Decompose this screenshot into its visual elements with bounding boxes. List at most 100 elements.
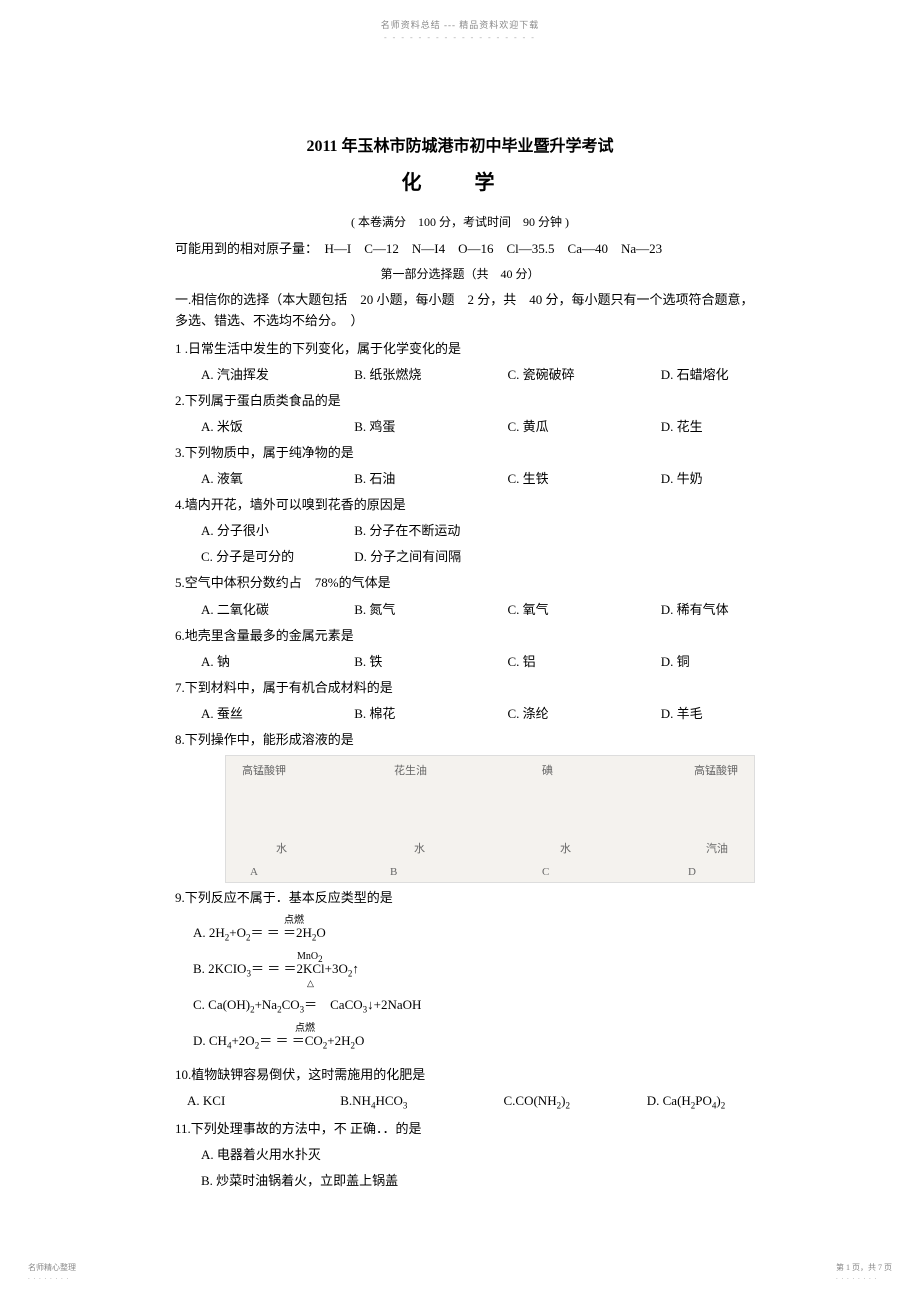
q2-opt-b: B. 鸡蛋 (354, 416, 504, 438)
q-text: 下列物质中，属于纯净物的是 (185, 445, 354, 460)
footer-right: 第 1 页，共 7 页 . . . . . . . . (836, 1262, 892, 1281)
q-text: 下列反应不属于．基本反应类型的是 (185, 890, 393, 905)
question-7: 7.下到材料中，属于有机合成材料的是 (165, 677, 755, 699)
q1-opt-d: D. 石蜡熔化 (661, 364, 729, 386)
q-text: 下列处理事故的方法中，不 正确．．的是 (191, 1121, 422, 1136)
r-label: B. (193, 961, 205, 976)
exam-title: 2011 年玉林市防城港市初中毕业暨升学考试 (165, 132, 755, 156)
question-10: 10.植物缺钾容易倒伏，这时需施用的化肥是 (165, 1064, 755, 1086)
q-num: 9. (175, 890, 185, 905)
q5-options: A. 二氧化碳 B. 氮气 C. 氧气 D. 稀有气体 (165, 599, 755, 621)
r-label: A. (193, 925, 206, 940)
fig-label: 水 (414, 840, 425, 856)
exam-info: ( 本卷满分 100 分，考试时间 90 分钟 ) (165, 213, 755, 230)
q-num: 3. (175, 445, 185, 460)
doc-header-dots: - - - - - - - - - - - - - - - - - - (0, 33, 920, 42)
q6-opt-b: B. 铁 (354, 651, 504, 673)
q3-opt-c: C. 生铁 (508, 468, 658, 490)
q6-opt-d: D. 铜 (661, 651, 690, 673)
q9-reaction-a: 点燃 A. 2H2+O2＝ ＝ ＝2H2O (165, 923, 755, 945)
r-part: Ca(OH) (208, 997, 250, 1012)
q-text: 墙内开花，墙外可以嗅到花香的原因是 (185, 497, 406, 512)
q-num: 6. (175, 628, 185, 643)
section-instruction: 一.相信你的选择（本大题包括 20 小题，每小题 2 分，共 40 分，每小题只… (165, 290, 755, 332)
q-text: 下列属于蛋白质类食品的是 (185, 393, 341, 408)
q4-options-row1: A. 分子很小 B. 分子在不断运动 (165, 520, 755, 542)
question-9: 9.下列反应不属于．基本反应类型的是 (165, 887, 755, 909)
subject-title: 化 学 (165, 166, 755, 195)
q5-opt-d: D. 稀有气体 (661, 599, 729, 621)
fig-label: 碘 (542, 762, 553, 778)
q7-opt-d: D. 羊毛 (661, 703, 703, 725)
q4-options-row2: C. 分子是可分的 D. 分子之间有间隔 (165, 546, 755, 568)
q2-opt-d: D. 花生 (661, 416, 703, 438)
fig-label: 花生油 (394, 762, 427, 778)
r-part: O (316, 925, 325, 940)
q7-opt-a: A. 蚕丝 (201, 703, 351, 725)
q1-opt-b: B. 纸张燃烧 (354, 364, 504, 386)
q8-figure: 高锰酸钾 花生油 碘 高锰酸钾 水 水 水 汽油 A B C D (225, 755, 755, 883)
r-part: CO (282, 997, 300, 1012)
fig-label: 汽油 (706, 840, 728, 856)
r-part: CH (209, 1033, 227, 1048)
q2-opt-a: A. 米饭 (201, 416, 351, 438)
question-8: 8.下列操作中，能形成溶液的是 (165, 729, 755, 751)
q4-opt-b: B. 分子在不断运动 (354, 520, 460, 542)
fig-label: B (390, 866, 397, 878)
part-header: 第一部分选择题（共 40 分） (165, 265, 755, 282)
q-num: 7. (175, 680, 185, 695)
reaction-condition: MnO2 (297, 949, 323, 967)
q3-options: A. 液氧 B. 石油 C. 生铁 D. 牛奶 (165, 468, 755, 490)
r-part: 2KCIO (208, 961, 246, 976)
q5-opt-a: A. 二氧化碳 (201, 599, 351, 621)
q2-options: A. 米饭 B. 鸡蛋 C. 黄瓜 D. 花生 (165, 416, 755, 438)
q10-options: A. KCI B.NH4HCO3 C.CO(NH2)2 D. Ca(H2PO4)… (165, 1090, 755, 1114)
q6-opt-a: A. 钠 (201, 651, 351, 673)
r-part: O (355, 1033, 364, 1048)
r-label: D. (193, 1033, 206, 1048)
q10-opt-b: B.NH4HCO3 (340, 1090, 500, 1114)
q-num: 10. (175, 1067, 191, 1082)
r-part: +O (229, 925, 246, 940)
q7-opt-c: C. 涤纶 (508, 703, 658, 725)
q-text: 地壳里含量最多的金属元素是 (185, 628, 354, 643)
fig-label: A (250, 866, 258, 878)
fig-label: 水 (276, 840, 287, 856)
q1-opt-c: C. 瓷碗破碎 (508, 364, 658, 386)
q1-options: A. 汽油挥发 B. 纸张燃烧 C. 瓷碗破碎 D. 石蜡熔化 (165, 364, 755, 386)
r-part: +2O (231, 1033, 254, 1048)
q10-opt-a: A. KCI (187, 1090, 337, 1112)
q1-opt-a: A. 汽油挥发 (201, 364, 351, 386)
r-part: ↑ (352, 961, 359, 976)
r-part: +2H (327, 1033, 350, 1048)
q3-opt-a: A. 液氧 (201, 468, 351, 490)
question-2: 2.下列属于蛋白质类食品的是 (165, 390, 755, 412)
q-text: 空气中体积分数约占 78%的气体是 (185, 575, 391, 590)
q7-options: A. 蚕丝 B. 棉花 C. 涤纶 D. 羊毛 (165, 703, 755, 725)
q4-opt-a: A. 分子很小 (201, 520, 351, 542)
q-text: 植物缺钾容易倒伏，这时需施用的化肥是 (191, 1067, 425, 1082)
q10-opt-c: C.CO(NH2)2 (504, 1090, 644, 1114)
q9-reaction-c: C. Ca(OH)2+Na2CO3＝ CaCO3↓+2NaOH (165, 995, 755, 1017)
doc-header-note: 名师资料总结 --- 精品资料欢迎下载 (0, 0, 920, 31)
q9-reaction-b: MnO2 △ B. 2KCIO3＝ ＝ ＝2KCl+3O2↑ (165, 959, 755, 981)
fig-label: 高锰酸钾 (694, 762, 738, 778)
r-label: C. (193, 997, 205, 1012)
r-eq: ＝ (304, 997, 330, 1012)
q-num: 11. (175, 1121, 191, 1136)
q11-opt-a: A. 电器着火用水扑灭 (165, 1144, 755, 1166)
r-part: 2H (209, 925, 225, 940)
q4-opt-c: C. 分子是可分的 (201, 546, 351, 568)
r-part: +Na (255, 997, 278, 1012)
q-text: 下列操作中，能形成溶液的是 (185, 732, 354, 747)
question-1: 1 .日常生活中发生的下列变化，属于化学变化的是 (165, 338, 755, 360)
q-num: 5. (175, 575, 185, 590)
question-3: 3.下列物质中，属于纯净物的是 (165, 442, 755, 464)
q3-opt-b: B. 石油 (354, 468, 504, 490)
q-num: 8. (175, 732, 185, 747)
q5-opt-b: B. 氮气 (354, 599, 504, 621)
q2-opt-c: C. 黄瓜 (508, 416, 658, 438)
q6-opt-c: C. 铝 (508, 651, 658, 673)
fig-label: C (542, 866, 549, 878)
reaction-condition: 点燃 (284, 913, 304, 928)
